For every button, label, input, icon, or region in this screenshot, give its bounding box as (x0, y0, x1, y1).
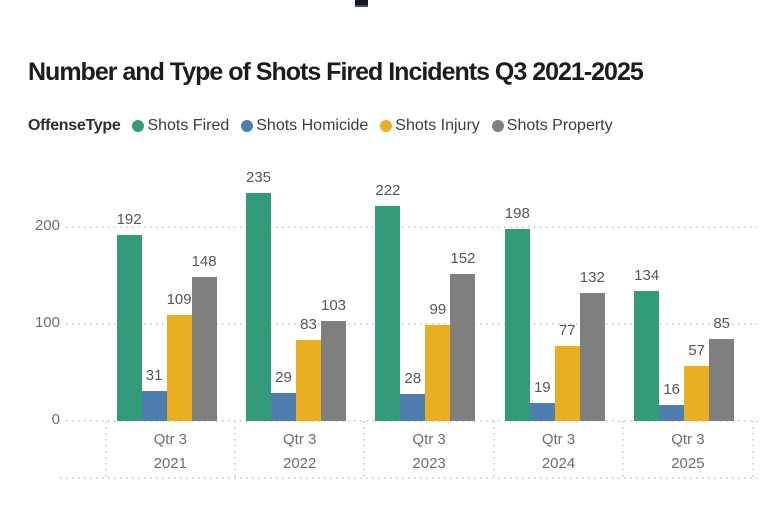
bar-shots-homicide-2021[interactable] (141, 391, 167, 421)
legend-item-shots-fired[interactable]: Shots Fired (132, 117, 229, 135)
bar-value-label-shots-injury-2021: 109 (166, 291, 192, 308)
legend-item-label: Shots Homicide (256, 117, 369, 134)
bar-shots-property-2023[interactable] (450, 274, 476, 421)
x-axis-label-quarter-2025: Qtr 3 (671, 431, 705, 448)
bar-shots-property-2024[interactable] (579, 293, 605, 421)
bar-shots-property-2021[interactable] (191, 277, 217, 421)
x-axis-label-year-2025: 2025 (671, 455, 705, 472)
bar-shots-fired-2021[interactable] (116, 235, 142, 421)
gridline-y-200 (66, 226, 757, 228)
bar-value-label-shots-fired-2022: 235 (245, 169, 272, 186)
legend-item-shots-injury[interactable]: Shots Injury (380, 117, 480, 135)
gridline-y-100 (66, 323, 757, 325)
x-band-separator-5 (751, 421, 754, 477)
x-axis-label-quarter-2024: Qtr 3 (541, 431, 576, 448)
x-axis-label-quarter-2021: Qtr 3 (153, 431, 187, 448)
gridline-y-0 (66, 420, 757, 422)
bar-shots-injury-2022[interactable] (296, 340, 321, 421)
legend-item-label: Shots Injury (395, 117, 480, 134)
x-axis-label-year-2021: 2021 (153, 455, 187, 472)
x-band-separator-2 (363, 421, 366, 477)
y-axis-tick-label-100: 100 (34, 314, 60, 331)
bar-value-label-shots-property-2024: 132 (579, 269, 605, 286)
x-band-separator-4 (622, 421, 625, 477)
bar-value-label-shots-homicide-2022: 29 (275, 369, 292, 386)
shots-property-dot-icon (491, 120, 504, 132)
bar-value-label-shots-injury-2024: 77 (558, 322, 576, 339)
x-axis-label-quarter-2022: Qtr 3 (283, 431, 317, 448)
bar-value-label-shots-homicide-2025: 16 (663, 381, 681, 398)
bar-shots-homicide-2023[interactable] (400, 394, 426, 421)
bar-value-label-shots-fired-2024: 198 (504, 205, 530, 222)
bar-value-label-shots-fired-2023: 222 (375, 182, 401, 199)
bar-shots-injury-2024[interactable] (554, 346, 580, 421)
bar-value-label-shots-fired-2021: 192 (116, 211, 142, 228)
shots-injury-dot-icon (380, 120, 393, 132)
x-band-separator-3 (492, 421, 495, 477)
bar-value-label-shots-homicide-2023: 28 (404, 370, 422, 387)
x-band-separator-1 (234, 421, 236, 477)
bar-value-label-shots-homicide-2021: 31 (145, 367, 163, 384)
chart-title: Number and Type of Shots Fired Incidents… (28, 58, 644, 86)
bar-shots-fired-2022[interactable] (246, 193, 271, 421)
legend-item-label: Shots Property (506, 117, 613, 134)
x-band-separator-0 (104, 421, 107, 477)
bar-shots-homicide-2025[interactable] (659, 405, 685, 421)
bar-shots-homicide-2024[interactable] (529, 403, 555, 421)
x-axis-label-quarter-2023: Qtr 3 (412, 431, 446, 448)
bar-shots-injury-2023[interactable] (425, 325, 451, 421)
bar-shots-property-2022[interactable] (321, 321, 346, 421)
shots-fired-dot-icon (132, 120, 145, 132)
shots-homicide-dot-icon (241, 120, 254, 132)
legend-item-shots-property[interactable]: Shots Property (491, 117, 613, 135)
bar-value-label-shots-property-2022: 103 (320, 297, 347, 314)
bar-value-label-shots-property-2023: 152 (450, 250, 476, 267)
y-axis-tick-label-200: 200 (34, 217, 60, 234)
bar-value-label-shots-property-2021: 148 (191, 253, 217, 270)
bar-shots-fired-2024[interactable] (504, 229, 530, 421)
truncated-heading-fragment (355, 0, 368, 7)
bar-value-label-shots-injury-2022: 83 (300, 316, 317, 333)
bar-shots-injury-2021[interactable] (166, 315, 192, 421)
legend-item-shots-homicide[interactable]: Shots Homicide (241, 117, 368, 135)
legend-item-label: Shots Fired (147, 117, 230, 134)
x-axis-label-year-2022: 2022 (283, 455, 317, 472)
legend-title: OffenseType (28, 117, 121, 134)
bar-value-label-shots-property-2025: 85 (713, 315, 731, 332)
bar-value-label-shots-fired-2025: 134 (634, 267, 660, 284)
bar-value-label-shots-injury-2023: 99 (429, 301, 447, 318)
x-axis-label-year-2023: 2023 (412, 455, 446, 472)
bar-shots-homicide-2022[interactable] (271, 393, 296, 421)
y-axis-tick-label-0: 0 (51, 411, 60, 428)
bar-value-label-shots-homicide-2024: 19 (533, 379, 551, 396)
x-band-bottom-line (60, 477, 757, 479)
legend: OffenseType Shots Fired Shots Homicide S… (28, 113, 613, 139)
x-axis-label-year-2024: 2024 (541, 455, 576, 472)
bar-shots-property-2025[interactable] (709, 339, 735, 421)
bar-value-label-shots-injury-2025: 57 (688, 342, 706, 359)
bar-shots-fired-2025[interactable] (634, 291, 660, 421)
bar-shots-fired-2023[interactable] (375, 206, 401, 421)
bar-shots-injury-2025[interactable] (684, 366, 710, 421)
